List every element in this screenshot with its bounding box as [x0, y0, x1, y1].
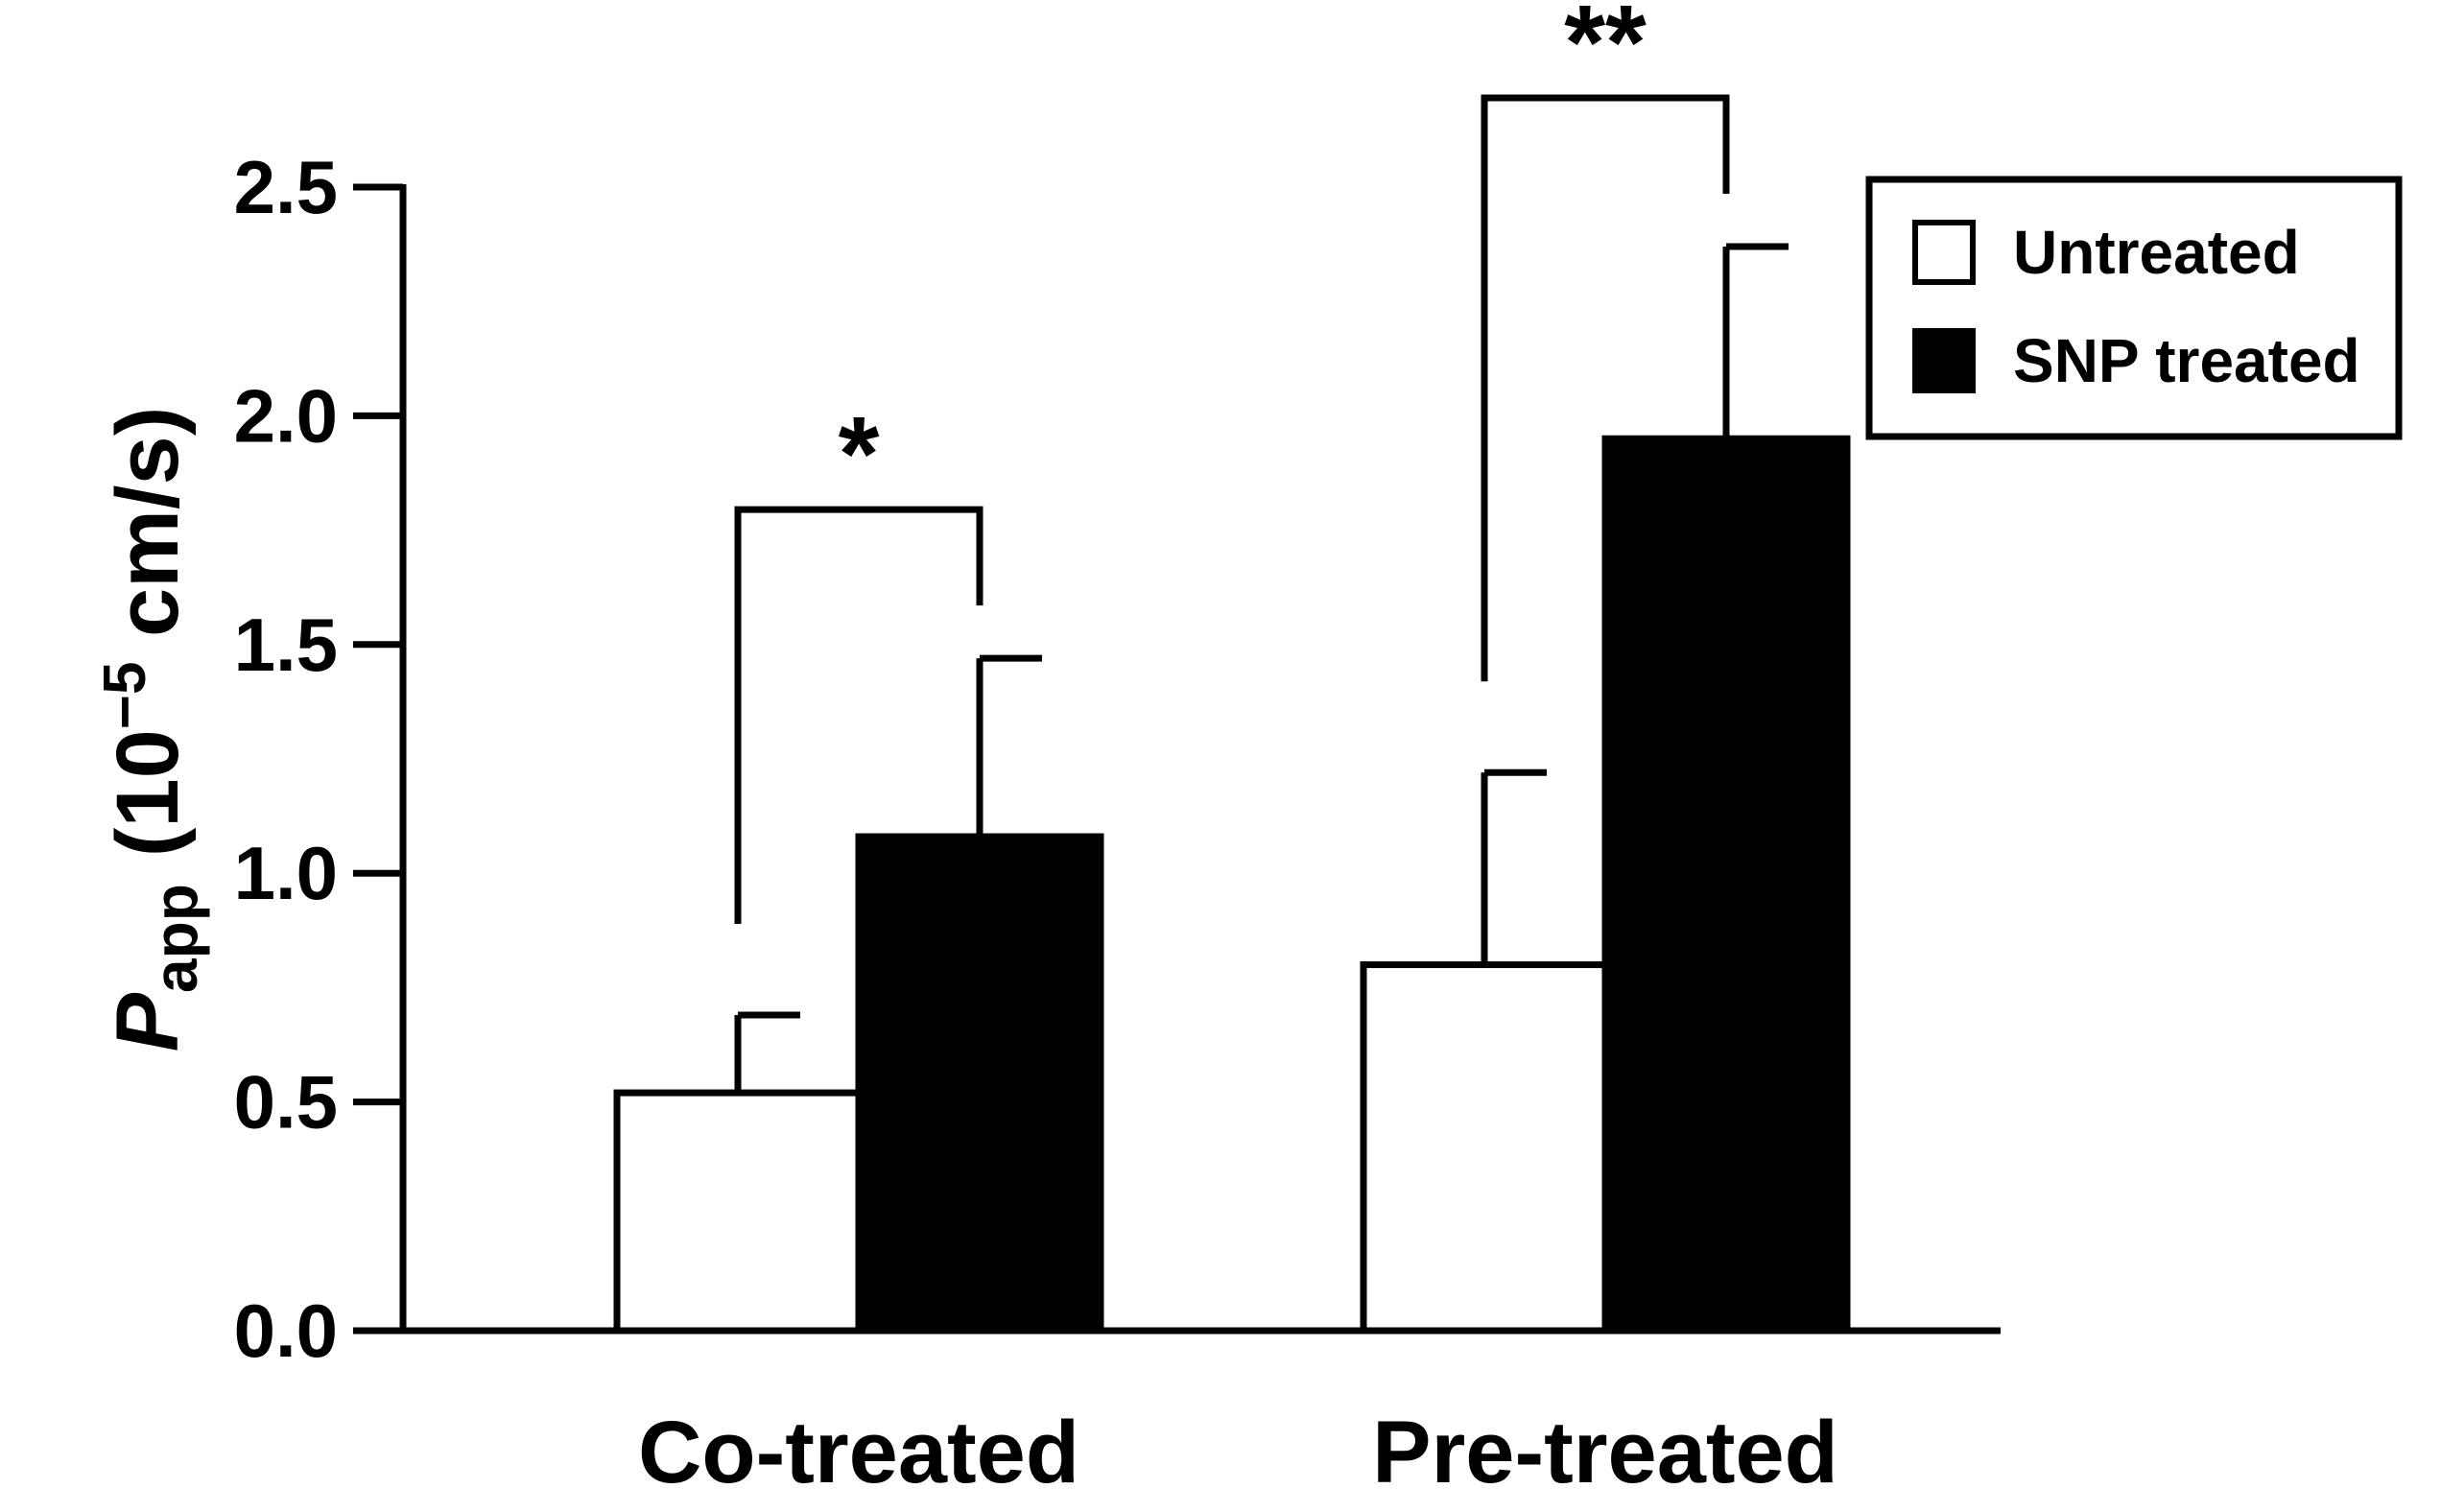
- y-axis-title-exponent: −5: [92, 662, 158, 730]
- significance-label: *: [839, 395, 880, 513]
- y-tick-label: 1.0: [234, 831, 338, 915]
- legend-label-untreated: Untreated: [2013, 218, 2300, 287]
- y-axis-title-prefix: (10: [99, 729, 197, 857]
- y-axis-title-symbol: P: [99, 992, 197, 1051]
- significance-bracket: [734, 506, 984, 925]
- y-tick-label: 2.0: [234, 373, 338, 458]
- y-tick-label: 1.5: [234, 602, 338, 687]
- bar-untreated: [613, 1089, 863, 1335]
- bar-snp-treated: [1601, 435, 1851, 1335]
- bar-snp-treated: [855, 833, 1104, 1335]
- y-axis-title-suffix: cm/s): [99, 407, 197, 662]
- x-category-label: Pre-treated: [1372, 1404, 1838, 1501]
- y-axis-title-subscript: app: [141, 884, 210, 993]
- axes: 0.0 0.5 1.0 1.5 2.0 2.5: [234, 145, 2001, 1373]
- y-tick-label: 0.0: [234, 1288, 338, 1373]
- bar-untreated: [1360, 961, 1609, 1335]
- legend-label-snp-treated: SNP treated: [2013, 326, 2360, 395]
- x-category-label: Co-treated: [638, 1404, 1079, 1501]
- significance-label: **: [1564, 0, 1647, 102]
- significance-brackets: ***: [734, 0, 1730, 925]
- legend-swatch-snp-treated: [1912, 328, 1976, 393]
- y-axis-title: Papp (10−5 cm/s): [92, 407, 210, 1052]
- y-tick-label: 0.5: [234, 1060, 338, 1145]
- significance-bracket: [1481, 94, 1730, 682]
- y-tick-label: 2.5: [234, 145, 338, 229]
- legend: Untreated SNP treated: [1865, 176, 2403, 440]
- bars: Co-treated Pre-treated: [613, 243, 1851, 1501]
- legend-swatch-untreated: [1912, 220, 1976, 285]
